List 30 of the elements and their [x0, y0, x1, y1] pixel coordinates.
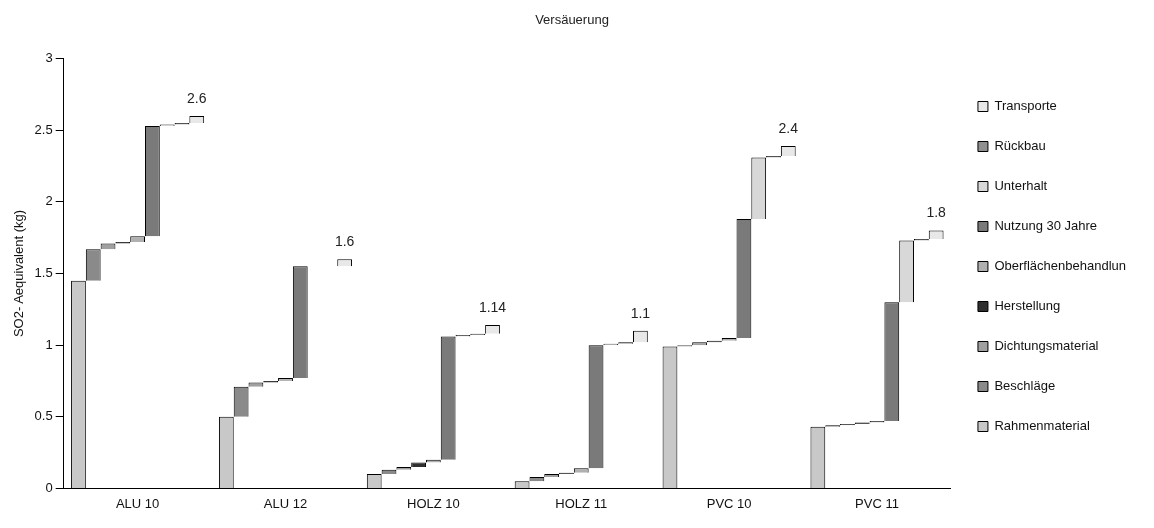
- y-tick-label: 2: [45, 193, 53, 209]
- x-tick-label: HOLZ 11: [555, 495, 608, 511]
- x-tick-label: ALU 10: [115, 495, 160, 511]
- y-tick-label: 1.5: [34, 265, 53, 281]
- legend-label: Beschläge: [994, 378, 1056, 394]
- x-tick-label: PVC 11: [855, 495, 899, 511]
- y-tick-label: 2.5: [34, 121, 53, 137]
- total-label: 1.14: [478, 298, 507, 315]
- y-tick-label: 0.5: [34, 408, 53, 424]
- total-label: 1.1: [630, 304, 651, 321]
- x-tick-label: HOLZ 10: [407, 495, 460, 511]
- total-label: 1.8: [926, 204, 947, 221]
- legend-label: Unterhalt: [994, 178, 1048, 194]
- legend-label: Dichtungsmaterial: [994, 338, 1099, 354]
- y-axis-title: SO2- Aequivalent (kg): [11, 209, 27, 338]
- legend-label: Oberflächenbehandlun: [994, 258, 1127, 274]
- y-tick-label: 0: [45, 479, 53, 495]
- total-label: 1.6: [334, 233, 355, 250]
- legend-label: Transporte: [994, 98, 1057, 114]
- y-tick-label: 1: [45, 336, 53, 352]
- x-tick-label: ALU 12: [263, 495, 308, 511]
- legend-label: Rahmenmaterial: [994, 418, 1090, 434]
- chart-title: Versäuerung: [535, 12, 609, 28]
- x-tick-label: PVC 10: [706, 495, 752, 511]
- total-label: 2.6: [187, 89, 207, 106]
- y-tick-label: 3: [45, 50, 53, 66]
- legend-label: Herstellung: [994, 298, 1061, 314]
- legend-label: Rückbau: [994, 138, 1046, 154]
- legend-label: Nutzung 30 Jahre: [994, 218, 1098, 234]
- total-label: 2.4: [778, 119, 799, 136]
